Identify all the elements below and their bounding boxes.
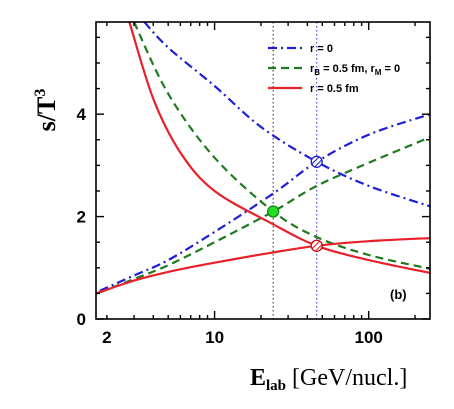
x-tick-label-10: 10 — [205, 328, 224, 347]
panel-label: (b) — [390, 287, 407, 302]
legend: r = 0 rB = 0.5 fm, rM = 0 r = 0.5 fm — [268, 43, 400, 95]
y-axis-title: s/T3 — [32, 89, 61, 132]
series-line-1 — [99, 113, 430, 292]
marker-2 — [310, 239, 323, 252]
marker-0 — [310, 155, 323, 168]
legend-label-1: rB = 0.5 fm, rM = 0 — [310, 63, 400, 77]
series-line-5 — [96, 237, 430, 295]
curves — [96, 22, 430, 295]
x-axis-title: Elab [GeV/nucl.] — [250, 365, 407, 394]
legend-label-2: r = 0.5 fm — [310, 83, 359, 95]
x-axis-title-sub: lab — [266, 378, 286, 394]
x-tick-label-2: 2 — [102, 328, 111, 347]
series-line-0 — [143, 22, 430, 208]
plot-frame — [95, 21, 431, 320]
axis-ticks — [96, 22, 430, 320]
series-line-4 — [128, 22, 430, 274]
x-tick-label-100: 100 — [354, 328, 382, 347]
y-tick-label-0: 0 — [77, 310, 86, 329]
markers — [267, 155, 323, 252]
y-tick-label-2: 2 — [77, 208, 86, 227]
series-line-2 — [133, 22, 430, 270]
y-tick-label-4: 4 — [77, 105, 87, 124]
legend-label-0: r = 0 — [310, 43, 333, 55]
reference-lines — [272, 22, 318, 319]
y-axis-title-main: s/T — [32, 97, 61, 132]
series-line-3 — [99, 136, 430, 294]
y-axis-title-sup: 3 — [32, 89, 49, 97]
x-axis-title-main: E — [250, 365, 266, 391]
marker-1 — [267, 205, 280, 218]
x-axis-title-unit: [GeV/nucl.] — [286, 365, 407, 391]
